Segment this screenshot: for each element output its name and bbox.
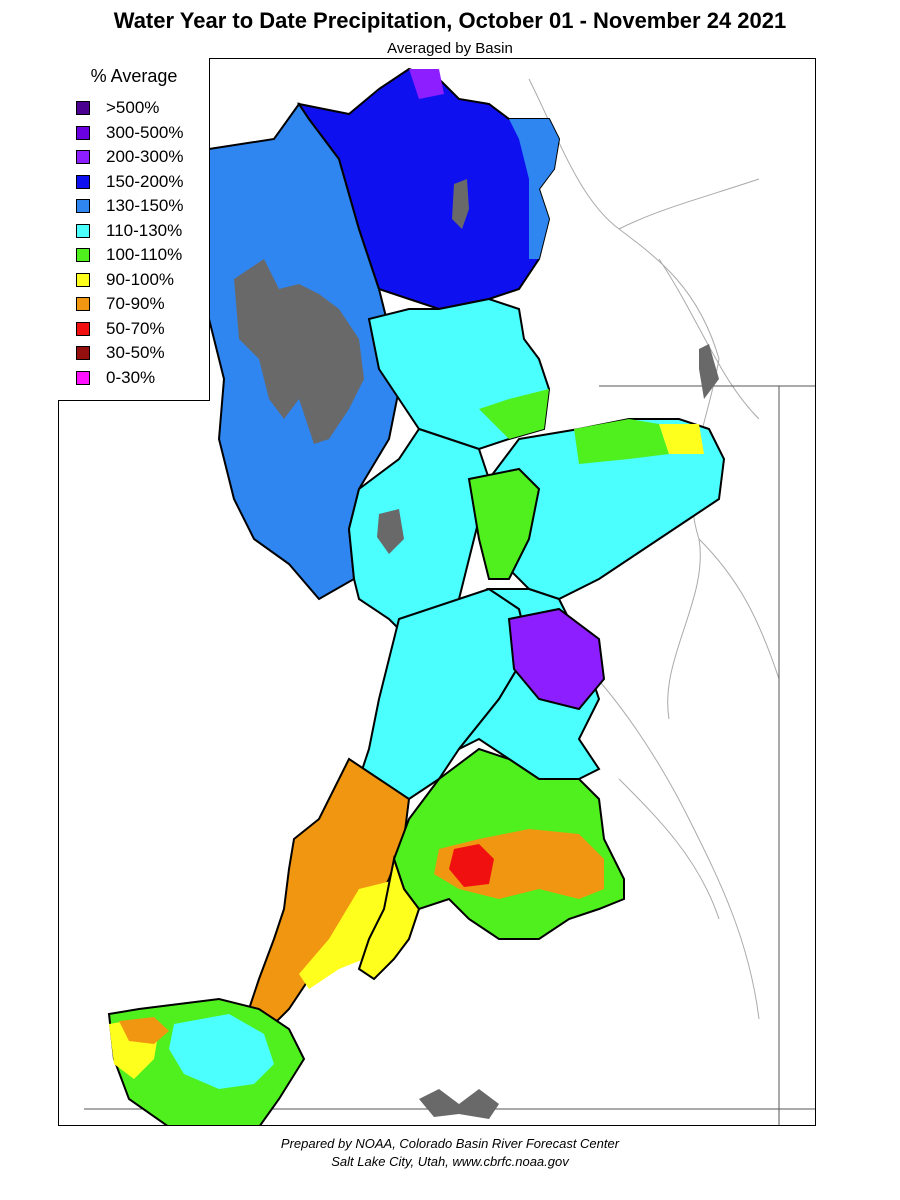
legend-item: 70-90% [76, 294, 165, 314]
legend-item: 50-70% [76, 319, 165, 339]
legend-label: 90-100% [106, 269, 175, 289]
basin-bear-east[interactable] [509, 119, 559, 259]
legend-item: 130-150% [76, 196, 184, 216]
basin-uinta-green[interactable] [574, 419, 669, 464]
legend-label: 300-500% [106, 122, 184, 142]
basin-price-river-purple[interactable] [507, 607, 606, 711]
footer-location: Salt Lake City, Utah, www.cbrfc.noaa.gov [331, 1154, 569, 1169]
legend-swatch [76, 297, 90, 311]
legend-swatch [76, 346, 90, 360]
basin-map [59, 67, 815, 1125]
no-data-lake-bear [452, 179, 469, 229]
no-data-utah-lake [377, 509, 404, 554]
legend-swatch [76, 223, 90, 238]
legend-swatch [76, 101, 90, 115]
legend-item: 0-30% [76, 368, 155, 388]
map-subtitle: Averaged by Basin [387, 40, 513, 57]
legend-item: 90-100% [76, 270, 174, 290]
map-title: Water Year to Date Precipitation, Octobe… [113, 8, 787, 33]
legend-label: 110-130% [106, 220, 183, 240]
legend-item: 110-130% [76, 221, 182, 241]
legend-item: 300-500% [76, 123, 184, 143]
legend-label: >500% [106, 98, 160, 117]
basin-sevier-yellow-strip[interactable] [299, 879, 399, 989]
legend-title: % Average [90, 66, 178, 86]
no-data-lake-powell [419, 1089, 499, 1119]
legend-label: 70-90% [106, 294, 165, 313]
legend-item: >500% [76, 98, 159, 118]
basin-weber-green[interactable] [479, 389, 549, 439]
legend-swatch [76, 248, 90, 262]
legend-item: 200-300% [76, 147, 184, 167]
basin-virgin-cyan[interactable] [169, 1014, 274, 1089]
legend-label: 100-110% [106, 245, 183, 264]
basin-bear-upper-purple[interactable] [409, 69, 444, 99]
basin-dirty-devil-red[interactable] [449, 844, 494, 887]
basin-provo-utah-lake[interactable] [347, 427, 491, 641]
legend-swatch [76, 370, 90, 385]
legend-item: 100-110% [76, 245, 182, 265]
legend-item: 150-200% [76, 172, 184, 192]
basin-duchesne[interactable] [467, 467, 541, 580]
legend-swatch [76, 150, 90, 164]
map-area[interactable] [58, 58, 816, 1126]
legend-label: 200-300% [106, 147, 184, 166]
legend-label: 0-30% [106, 367, 156, 387]
footer-credit: Prepared by NOAA, Colorado Basin River F… [280, 1136, 620, 1151]
basin-escalante-yellow[interactable] [357, 855, 421, 981]
legend-box: % Average >500% 300-500% 200-300% 150-200% 1… [58, 58, 210, 401]
legend-label: 130-150% [106, 196, 184, 215]
legend-label: 30-50% [106, 343, 165, 362]
legend-label: 50-70% [106, 318, 165, 338]
legend-swatch [76, 125, 90, 140]
legend-item: 30-50% [76, 343, 165, 363]
no-data-reservoir-east [699, 344, 719, 399]
basin-virgin-orange[interactable] [119, 1017, 169, 1044]
legend-swatch [76, 272, 90, 287]
legend-swatch [76, 174, 90, 189]
no-data-great-salt-lake [234, 259, 364, 444]
legend-swatch [76, 321, 90, 336]
legend-swatch [76, 199, 90, 213]
basin-uinta-yellow[interactable] [659, 424, 704, 454]
legend-label: 150-200% [106, 171, 184, 191]
